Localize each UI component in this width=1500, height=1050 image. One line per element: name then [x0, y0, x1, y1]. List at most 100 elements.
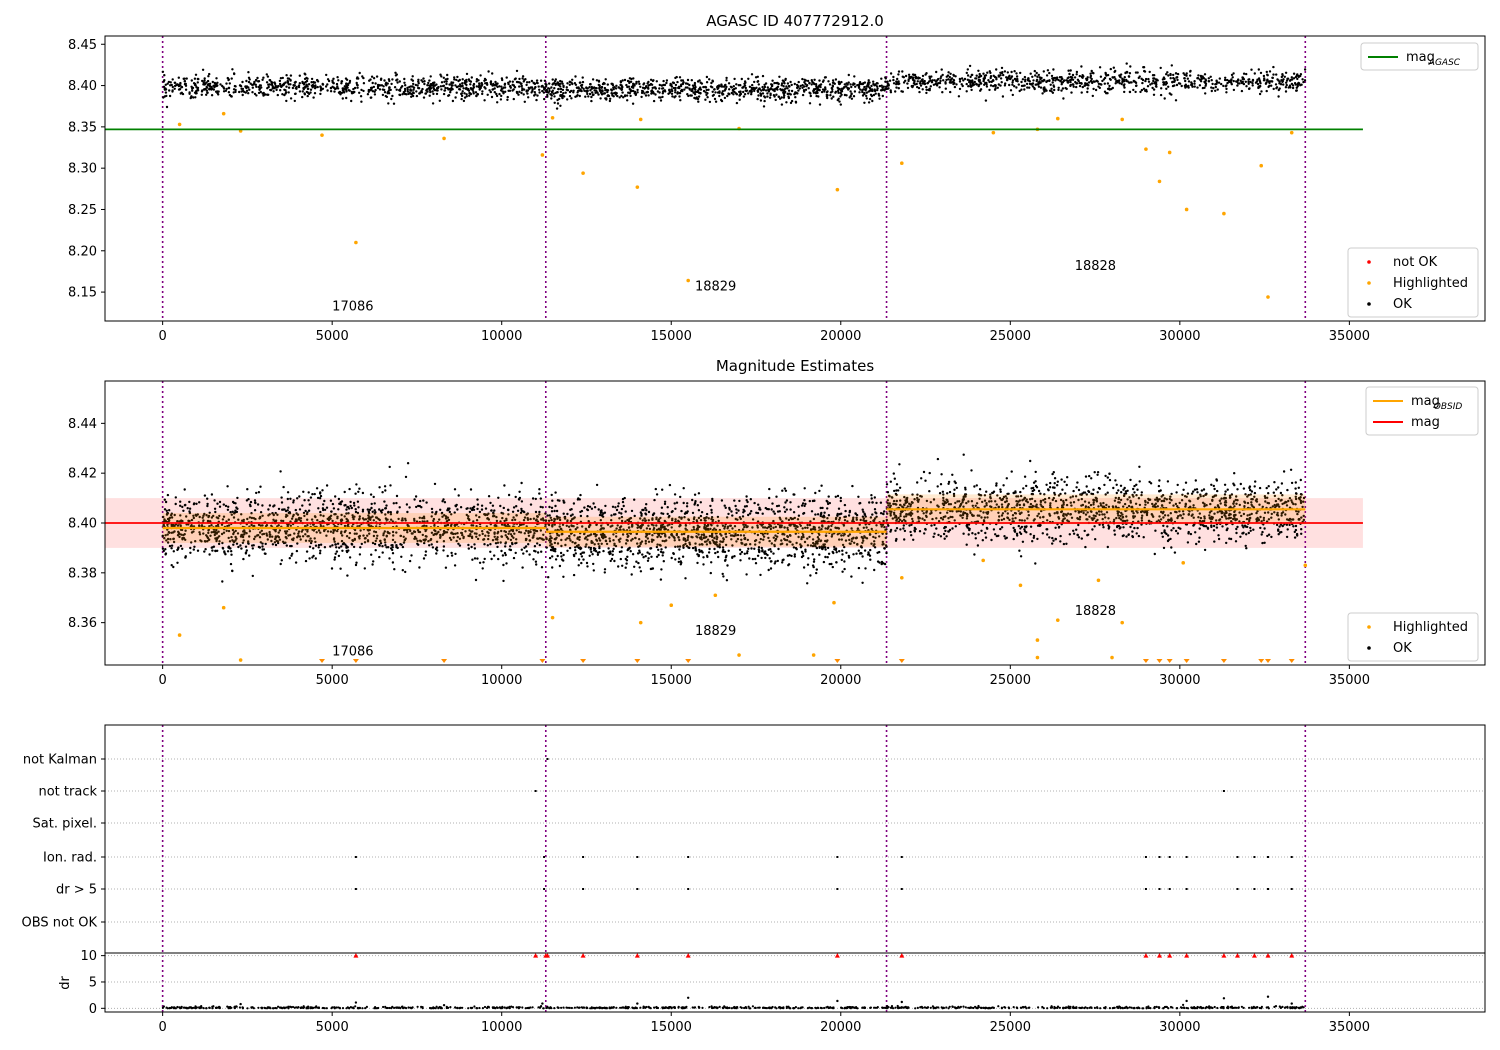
ok-point — [172, 537, 175, 540]
ok-point — [1060, 83, 1063, 86]
ok-point — [1248, 78, 1251, 81]
ok-point — [376, 534, 379, 537]
ok-point — [629, 94, 632, 98]
ok-point — [724, 506, 727, 509]
ok-point — [1138, 75, 1141, 78]
ok-point — [286, 509, 289, 512]
ok-point — [1228, 80, 1231, 84]
ok-point — [634, 92, 638, 96]
ok-point — [686, 93, 689, 96]
ok-point — [588, 92, 592, 96]
ok-point — [874, 511, 877, 514]
ok-point — [224, 89, 228, 93]
ok-point — [1122, 84, 1126, 87]
ok-point — [921, 82, 924, 85]
ok-point — [191, 87, 194, 90]
ok-point — [665, 81, 668, 85]
ok-point — [314, 544, 318, 547]
ok-point — [1000, 71, 1004, 75]
ok-point — [250, 523, 253, 527]
ok-point — [481, 567, 484, 570]
ok-point — [861, 82, 865, 86]
ok-point — [231, 510, 234, 513]
ok-point — [1284, 90, 1288, 93]
ok-point — [984, 81, 987, 85]
ok-point — [282, 519, 285, 523]
ok-point — [253, 92, 257, 96]
ok-point — [236, 507, 239, 510]
ok-point — [1066, 79, 1070, 83]
ok-point — [783, 487, 786, 490]
ok-point — [163, 79, 166, 82]
ok-point — [1122, 80, 1126, 83]
ok-point — [1176, 78, 1179, 82]
ok-point — [461, 78, 464, 81]
ok-point — [536, 94, 539, 97]
ok-point — [1225, 91, 1228, 94]
ok-point — [509, 545, 512, 548]
ok-point — [759, 94, 763, 97]
ok-point — [244, 91, 247, 94]
ok-point — [831, 88, 834, 91]
ok-point — [406, 90, 409, 93]
legend-label: mag — [1406, 50, 1435, 65]
ok-point — [872, 80, 875, 83]
ok-point — [631, 102, 635, 105]
ok-point — [299, 517, 303, 520]
ok-point — [161, 70, 165, 74]
ok-point — [793, 82, 796, 86]
ok-point — [230, 550, 233, 553]
ok-point — [486, 530, 489, 534]
ok-point — [691, 84, 695, 87]
ok-point — [418, 516, 421, 519]
ok-point — [490, 557, 493, 561]
ok-point — [470, 508, 474, 512]
ok-point — [345, 550, 349, 554]
ok-point — [367, 512, 371, 515]
ok-point — [296, 536, 299, 539]
ok-point — [1043, 90, 1046, 93]
ok-point — [340, 519, 344, 522]
ok-point — [1220, 82, 1223, 86]
ok-point — [226, 524, 229, 528]
ok-point — [1232, 88, 1236, 92]
ok-point — [389, 88, 392, 92]
ok-point — [897, 73, 900, 76]
ok-point — [1085, 77, 1088, 81]
ok-point — [1128, 72, 1132, 75]
ok-point — [997, 75, 1001, 78]
ok-point — [1302, 80, 1305, 84]
ok-point — [432, 87, 436, 91]
ok-point — [496, 541, 500, 544]
ok-point — [584, 95, 587, 98]
ok-point — [196, 81, 199, 84]
ok-point — [698, 87, 701, 91]
ok-point — [443, 501, 447, 504]
ok-point — [836, 89, 840, 93]
ok-point — [886, 87, 889, 91]
ok-point — [435, 552, 438, 555]
ok-point — [794, 96, 797, 99]
ok-point — [476, 503, 480, 506]
ok-point — [373, 90, 376, 94]
ok-point — [1113, 70, 1116, 74]
ok-point — [661, 488, 664, 491]
ok-point — [458, 537, 462, 540]
ok-point — [659, 99, 663, 102]
ok-point — [801, 84, 804, 87]
ok-point — [1058, 76, 1062, 79]
ok-point — [592, 502, 595, 505]
ok-point — [678, 76, 682, 79]
ok-point — [568, 80, 572, 84]
ok-point — [561, 82, 564, 85]
ok-point — [348, 531, 352, 535]
ok-point — [464, 82, 467, 86]
ok-point — [337, 508, 340, 511]
ok-point — [761, 92, 765, 95]
ok-point — [202, 81, 205, 84]
ok-point — [218, 500, 222, 504]
ok-point — [493, 91, 496, 94]
ok-point — [347, 507, 351, 510]
ok-point — [960, 83, 963, 86]
ok-point — [445, 82, 448, 86]
